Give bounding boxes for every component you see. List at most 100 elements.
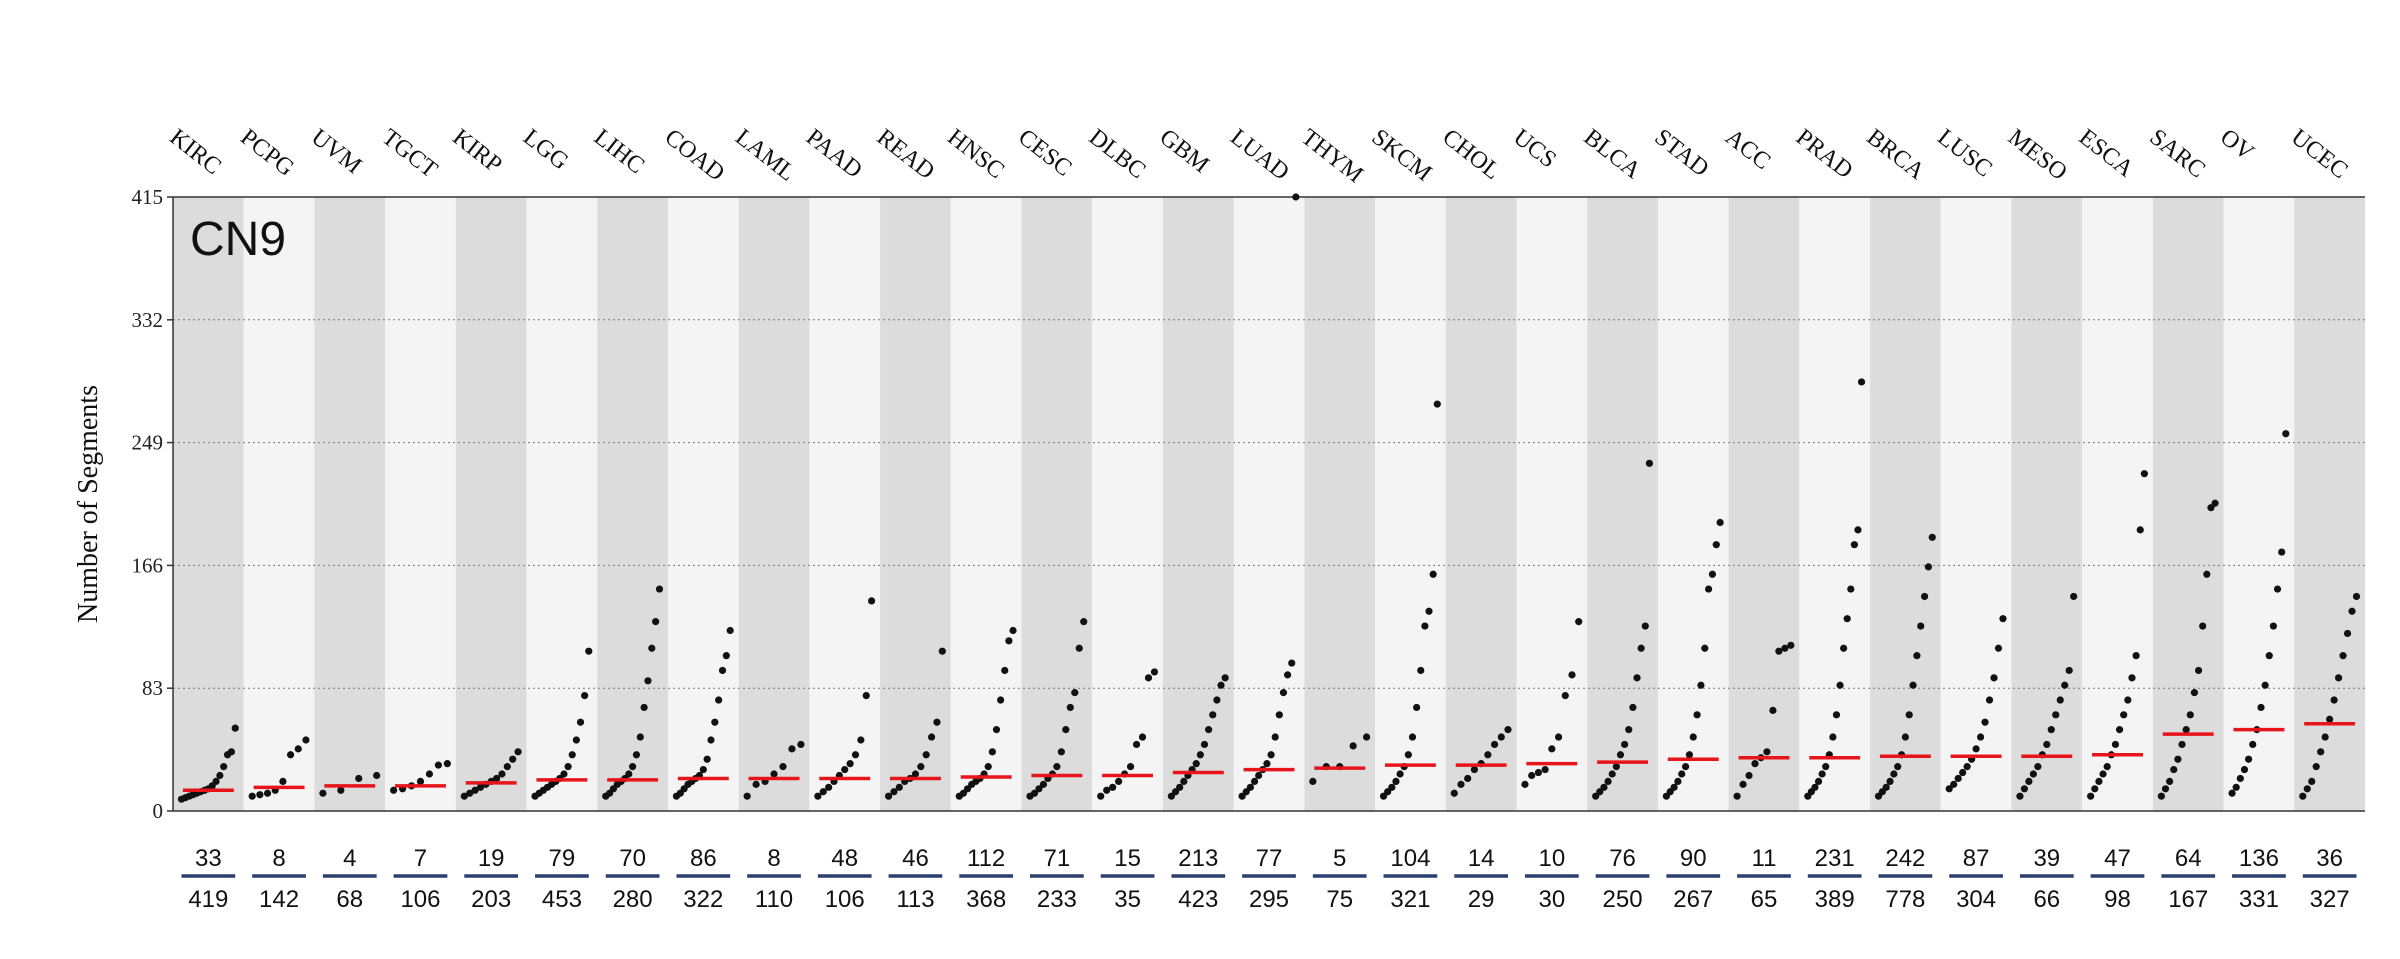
point — [1005, 637, 1013, 645]
point — [825, 783, 833, 791]
count-label: 64 — [2175, 845, 2202, 872]
point — [1568, 671, 1576, 679]
point — [2087, 792, 2095, 800]
annotation: CN9 — [190, 213, 286, 266]
point — [648, 644, 656, 652]
point — [1829, 733, 1837, 741]
point — [1645, 459, 1654, 467]
point — [718, 666, 727, 675]
point — [1894, 763, 1902, 771]
column-stripe — [597, 197, 668, 811]
point — [227, 748, 235, 756]
point — [1541, 765, 1549, 774]
point — [1271, 733, 1279, 741]
count-label: 136 — [2239, 845, 2279, 872]
total-label: 389 — [1815, 886, 1855, 913]
count-label: 104 — [1390, 845, 1430, 872]
point — [2203, 570, 2211, 578]
y-tick-label: 83 — [142, 676, 163, 700]
point — [1267, 751, 1275, 759]
point — [1109, 783, 1117, 791]
point — [1413, 703, 1421, 712]
count-label: 4 — [343, 845, 356, 872]
point — [1288, 659, 1296, 667]
point — [2124, 696, 2132, 704]
point — [2236, 774, 2244, 783]
point — [1945, 785, 1953, 793]
point — [1490, 740, 1499, 749]
column-stripe — [2223, 197, 2295, 811]
column-stripe — [1233, 197, 1305, 811]
point — [466, 789, 474, 797]
point — [2091, 785, 2099, 793]
point — [788, 745, 796, 753]
count-label: 87 — [1963, 845, 1990, 872]
point — [1554, 733, 1563, 741]
column-stripe — [1304, 197, 1376, 811]
category-label: STAD — [1650, 124, 1714, 182]
point — [2047, 726, 2055, 734]
point — [1924, 563, 1933, 571]
point — [1909, 681, 1917, 689]
count-label: 15 — [1114, 845, 1141, 872]
point — [1138, 733, 1147, 741]
point — [655, 585, 664, 593]
column-stripe — [173, 197, 244, 811]
point — [1150, 668, 1159, 676]
point — [2232, 783, 2240, 791]
category-label: SARC — [2145, 124, 2210, 183]
point — [248, 792, 256, 800]
point — [846, 760, 854, 768]
point — [503, 763, 511, 771]
point — [814, 792, 822, 800]
point — [2115, 726, 2124, 734]
column-stripe — [385, 197, 456, 811]
point — [1396, 770, 1404, 778]
point — [1843, 615, 1851, 623]
total-label: 321 — [1390, 886, 1430, 913]
point — [2186, 711, 2194, 719]
point — [1818, 770, 1826, 778]
count-label: 48 — [831, 845, 858, 872]
point — [2211, 499, 2219, 507]
total-label: 423 — [1178, 886, 1218, 913]
point — [1854, 526, 1862, 534]
point — [640, 703, 648, 712]
count-label: 5 — [1333, 845, 1346, 872]
point — [2161, 785, 2170, 793]
total-label: 327 — [2310, 886, 2350, 913]
point — [1689, 733, 1697, 741]
count-label: 76 — [1609, 845, 1636, 872]
point — [1920, 592, 1929, 601]
total-label: 203 — [471, 886, 511, 913]
point — [1857, 378, 1866, 386]
point — [707, 736, 715, 744]
point — [984, 763, 992, 771]
point — [2308, 777, 2316, 786]
point — [1425, 607, 1433, 615]
point — [1840, 644, 1848, 652]
point — [797, 740, 805, 749]
point — [1217, 681, 1225, 689]
total-label: 29 — [1468, 886, 1495, 913]
category-label: UVM — [306, 124, 366, 179]
point — [2240, 765, 2249, 774]
count-label: 77 — [1256, 845, 1283, 872]
column-stripe — [243, 197, 315, 811]
point — [862, 691, 870, 700]
point — [1392, 777, 1400, 786]
category-label: OV — [2215, 124, 2259, 166]
column-stripe — [809, 197, 881, 811]
point — [2178, 740, 2186, 749]
count-label: 213 — [1178, 845, 1218, 872]
point — [2321, 733, 2329, 741]
point — [220, 763, 228, 771]
y-tick-label: 166 — [132, 553, 164, 577]
point — [779, 763, 787, 771]
point — [2170, 765, 2178, 774]
point — [1641, 622, 1649, 630]
category-label: COAD — [660, 124, 730, 186]
point — [1633, 674, 1641, 682]
point — [917, 763, 925, 771]
total-label: 778 — [1885, 886, 1925, 913]
